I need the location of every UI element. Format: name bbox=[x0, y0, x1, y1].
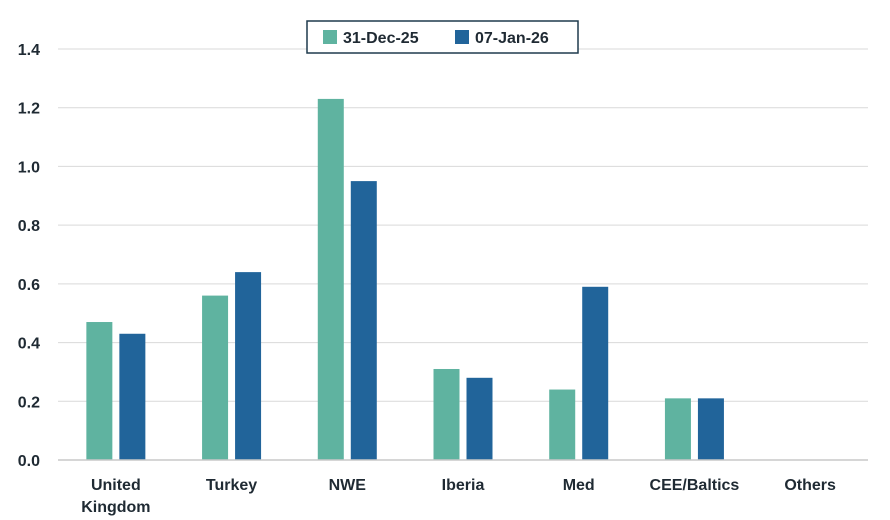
bar-07-jan-26-iberia bbox=[466, 377, 493, 460]
x-tick-label-med: Med bbox=[563, 477, 595, 494]
bar-31-dec-25-nwe bbox=[317, 98, 344, 461]
legend: 31-Dec-25 07-Jan-26 bbox=[306, 20, 579, 54]
x-tick-label-iberia: Iberia bbox=[442, 477, 485, 494]
y-tick-label: 1.0 bbox=[18, 159, 40, 176]
bars bbox=[86, 98, 724, 461]
legend-swatch-31-dec-25 bbox=[323, 30, 337, 44]
bar-07-jan-26-cee-baltics bbox=[697, 398, 724, 460]
x-tick-label-turkey: Turkey bbox=[206, 477, 257, 494]
x-tick-label-united-kingdom: United Kingdom bbox=[81, 477, 150, 516]
bar-07-jan-26-united-kingdom bbox=[119, 333, 146, 460]
x-tick-label-cee-baltics: CEE/Baltics bbox=[650, 477, 740, 494]
y-tick-label: 1.2 bbox=[18, 101, 40, 118]
gridlines bbox=[58, 48, 868, 402]
y-tick-label: 1.4 bbox=[18, 42, 40, 59]
bar-31-dec-25-cee-baltics bbox=[664, 398, 691, 460]
bar-31-dec-25-med bbox=[549, 389, 576, 460]
bar-07-jan-26-med bbox=[582, 286, 609, 460]
bar-07-jan-26-turkey bbox=[235, 272, 262, 460]
bar-07-jan-26-nwe bbox=[350, 181, 377, 460]
y-tick-label: 0.6 bbox=[18, 277, 40, 294]
x-tick-label-others: Others bbox=[784, 477, 836, 494]
y-tick-label: 0.8 bbox=[18, 218, 40, 235]
legend-label-07-jan-26: 07-Jan-26 bbox=[475, 30, 549, 47]
category-labels: United Kingdom Turkey NWE Iberia Med CEE/Balti… bbox=[81, 477, 836, 516]
y-tick-label: 0.4 bbox=[18, 336, 40, 353]
y-axis-ticks: 0.0 0.2 0.4 0.6 0.8 1.0 1.2 1.4 bbox=[18, 42, 40, 470]
legend-label-31-dec-25: 31-Dec-25 bbox=[343, 30, 419, 47]
bar-31-dec-25-united-kingdom bbox=[86, 322, 113, 460]
bar-31-dec-25-iberia bbox=[433, 368, 460, 460]
bar-31-dec-25-turkey bbox=[202, 295, 229, 460]
x-tick-label-nwe: NWE bbox=[329, 477, 367, 494]
legend-box bbox=[306, 20, 579, 54]
y-tick-label: 0.0 bbox=[18, 453, 40, 470]
y-tick-label: 0.2 bbox=[18, 394, 40, 411]
legend-swatch-07-jan-26 bbox=[455, 30, 469, 44]
